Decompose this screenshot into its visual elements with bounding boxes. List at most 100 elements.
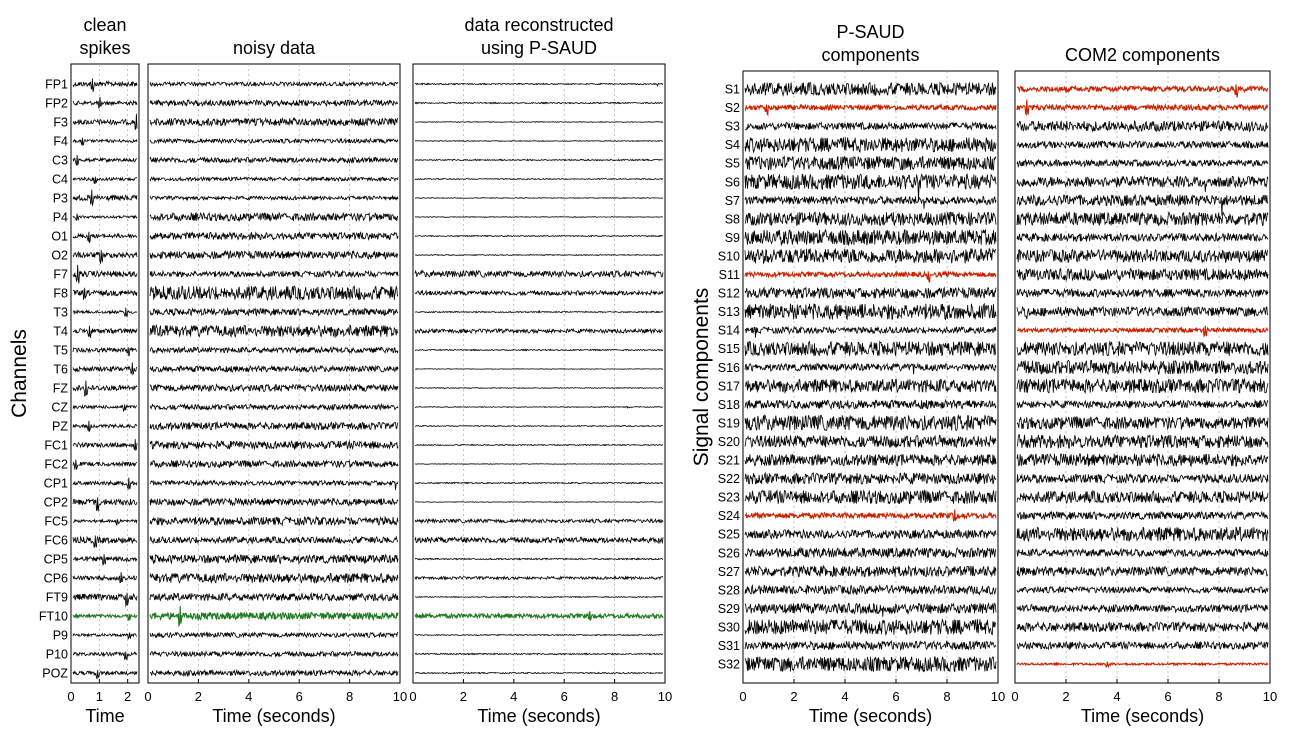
tick-label-recon-0: 0 [409,689,416,704]
trace-recon-O1 [414,234,664,238]
row-label-clean-FC2: FC2 [44,458,68,472]
tick-label-com2-2: 4 [1113,689,1120,704]
trace-clean-F4 [72,137,138,147]
tick-label-recon-3: 6 [561,689,568,704]
row-label-clean-FC1: FC1 [44,439,68,453]
row-label-clean-P9: P9 [53,629,68,643]
row-label-psaud-S6: S6 [725,175,740,189]
trace-clean-O1 [72,231,138,244]
tick-label-noisy-3: 6 [296,689,303,704]
trace-com2-S19 [1016,415,1269,431]
trace-com2-S16 [1016,359,1269,376]
tick-label-psaud-0: 0 [739,689,746,704]
tick-label-recon-4: 8 [611,689,618,704]
trace-com2-S3 [1016,119,1269,133]
xlabel-psaud: Time (seconds) [809,706,932,726]
row-label-psaud-S13: S13 [718,305,740,319]
trace-psaud-S13 [744,302,997,321]
trace-psaud-S14 [744,325,997,338]
trace-psaud-S18 [744,398,997,411]
trace-recon-C3 [414,158,664,162]
trace-recon-FC5 [414,517,664,525]
panel-title-recon-1: using P-SAUD [481,38,597,58]
trace-clean-CP1 [72,477,138,491]
row-label-clean-FC5: FC5 [44,515,68,529]
tick-label-psaud-2: 4 [841,689,848,704]
trace-com2-S27 [1016,565,1269,578]
row-label-psaud-S17: S17 [718,379,740,393]
trace-clean-FC1 [72,439,138,452]
trace-noisy-F3 [149,117,399,127]
tick-label-noisy-5: 10 [393,689,407,704]
trace-com2-S31 [1016,640,1269,651]
trace-recon-F4 [414,140,664,143]
row-label-clean-T6: T6 [53,363,68,377]
trace-com2-S14 [1016,325,1269,338]
panel-frame-clean [70,63,140,684]
trace-recon-P3 [415,197,663,199]
row-label-psaud-S15: S15 [718,342,740,356]
trace-recon-C4 [414,177,664,181]
trace-com2-S25 [1016,526,1269,543]
row-label-psaud-S2: S2 [725,101,740,115]
trace-com2-S20 [1016,433,1269,450]
trace-psaud-S5 [744,155,997,171]
xlabel-com2: Time (seconds) [1081,706,1204,726]
trace-noisy-P4 [149,211,399,223]
tick-label-com2-1: 2 [1062,689,1069,704]
row-label-psaud-S4: S4 [725,138,740,152]
trace-com2-S4 [1016,139,1269,150]
trace-clean-CP5 [72,554,138,566]
trace-noisy-O1 [149,231,399,241]
trace-com2-S18 [1016,399,1269,410]
trace-com2-S28 [1016,585,1269,595]
row-label-psaud-S18: S18 [718,398,740,412]
row-label-clean-P4: P4 [53,211,68,225]
trace-psaud-S2 [744,102,997,117]
panel-frame-recon [412,63,666,684]
trace-noisy-O2 [149,249,399,260]
trace-com2-S23 [1016,489,1269,505]
trace-com2-S24 [1016,510,1269,521]
tick-label-noisy-1: 2 [195,689,202,704]
trace-com2-S26 [1016,547,1269,558]
trace-noisy-FP1 [149,80,399,88]
row-label-psaud-S22: S22 [718,472,740,486]
trace-clean-T6 [72,362,138,376]
tick-label-recon-5: 10 [658,689,672,704]
trace-psaud-S25 [744,528,997,540]
row-label-psaud-S12: S12 [718,287,740,301]
trace-clean-C4 [72,176,138,185]
panel-title-recon-0: data reconstructed [464,15,613,35]
row-label-psaud-S21: S21 [718,454,740,468]
trace-psaud-S22 [744,471,997,486]
row-label-psaud-S7: S7 [725,194,740,208]
trace-noisy-FT10 [149,605,399,628]
trace-com2-S1 [1016,84,1269,98]
trace-psaud-S7 [744,195,997,209]
trace-noisy-CZ [149,402,399,412]
trace-psaud-S9 [744,228,997,247]
trace-psaud-S17 [744,378,997,394]
trace-noisy-FC1 [149,439,399,451]
trace-noisy-T6 [149,364,399,374]
tick-label-clean-1: 1 [96,689,103,704]
trace-recon-CP2 [414,501,664,503]
trace-psaud-S8 [744,211,997,227]
row-label-clean-CP5: CP5 [44,553,68,567]
trace-com2-S9 [1016,231,1268,243]
tick-label-noisy-2: 4 [245,689,252,704]
trace-com2-S22 [1016,473,1269,485]
trace-recon-FZ [414,387,664,389]
xlabel-recon: Time (seconds) [477,706,600,726]
trace-com2-S13 [1016,305,1269,320]
row-label-clean-FZ: FZ [53,382,69,396]
trace-clean-CP6 [72,572,138,584]
trace-psaud-S6 [744,173,997,202]
tick-label-clean-0: 0 [67,689,74,704]
trace-clean-FC6 [72,535,138,548]
row-label-clean-C3: C3 [52,154,68,168]
trace-psaud-S20 [744,434,997,449]
row-label-clean-FP1: FP1 [45,78,68,92]
trace-clean-POZ [72,669,138,680]
